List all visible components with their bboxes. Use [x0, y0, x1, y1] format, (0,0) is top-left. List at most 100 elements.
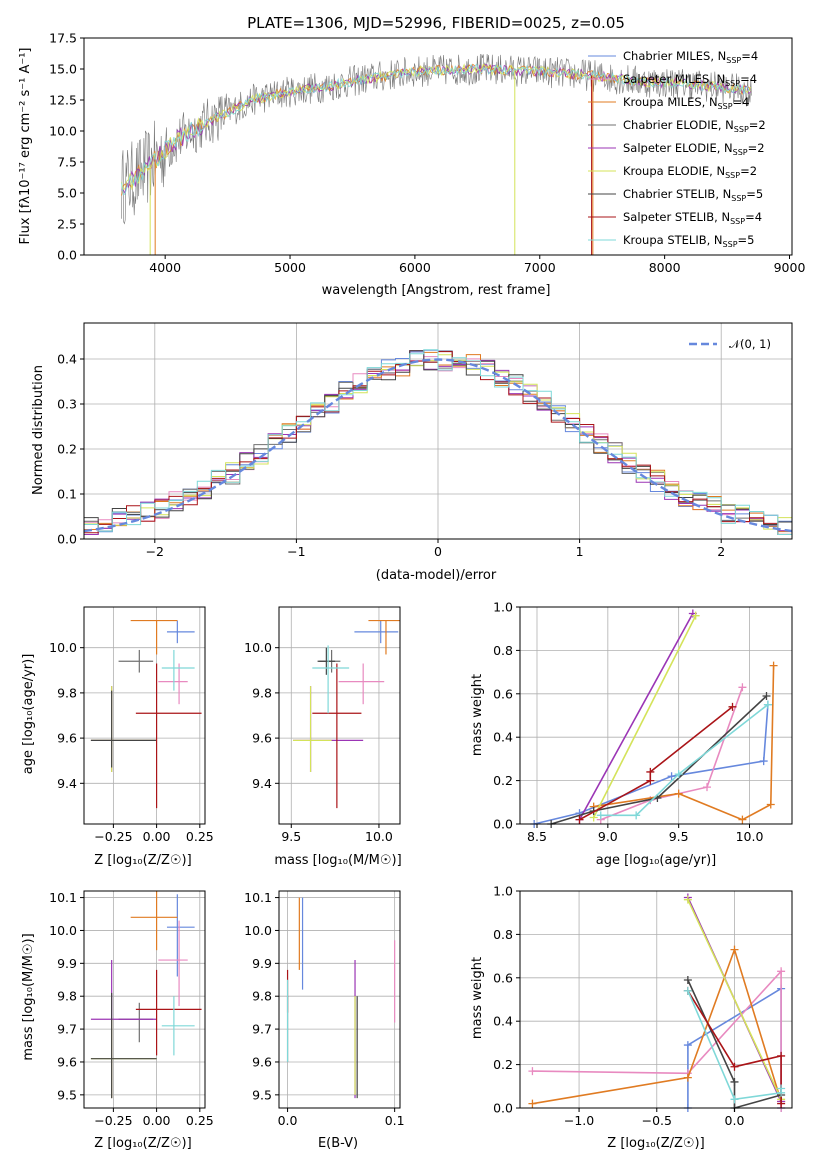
y-tick-label: 0.8	[493, 927, 513, 942]
x-tick-label: 10.0	[365, 829, 393, 844]
mass-vs-z-ylabel: mass [log₁₀(M/M☉)]	[21, 933, 36, 1060]
weight-marker-kroupa-miles	[769, 661, 778, 670]
weight-marker-kroupa-stelib	[763, 700, 772, 709]
age-vs-mass-panel: 9.5 10.0 9.4 9.6 9.8 10.0 mass [log₁₀(M/M☉)]	[244, 606, 402, 868]
y-tick-label: 15.0	[49, 62, 77, 77]
weight-marker-kroupa-miles	[528, 1099, 537, 1108]
x-tick-label: 0.0	[725, 1113, 745, 1128]
age-vs-z-ylabel: age [log₁₀(age/yr)]	[21, 654, 36, 775]
axes-frame	[278, 890, 401, 1109]
axes-frame	[83, 606, 206, 825]
y-tick-label: 9.4	[57, 776, 77, 791]
weight-marker-kroupa-stelib	[632, 811, 641, 820]
weight-line-salpeter-miles	[532, 969, 782, 1108]
age-vs-mass-plot-area	[293, 619, 400, 809]
weight-marker-salpeter-stelib	[646, 767, 655, 776]
y-tick-label: 9.6	[57, 1054, 77, 1069]
x-tick-label: 6000	[399, 260, 431, 275]
weight-marker-salpeter-stelib	[730, 1062, 739, 1071]
y-tick-label: 0.6	[493, 970, 513, 985]
weight-marker-kroupa-miles	[738, 815, 747, 824]
x-tick-label: 2	[717, 544, 725, 559]
x-tick-label: 4000	[149, 260, 181, 275]
x-tick-label: 5000	[274, 260, 306, 275]
y-tick-label: 0.0	[57, 248, 77, 263]
weight-marker-chabrier-stelib	[683, 975, 692, 984]
weight-line-salpeter-elodie	[578, 613, 694, 821]
axes-frame	[83, 890, 206, 1109]
y-tick-label: 9.6	[57, 731, 77, 746]
spectrum-ylabel: Flux [fλ10⁻¹⁷ erg cm⁻² s⁻¹ A⁻¹]	[18, 48, 33, 245]
weight-marker-kroupa-elodie	[683, 895, 692, 904]
x-tick-label: 9.5	[281, 829, 301, 844]
weight-marker-salpeter-stelib	[777, 1099, 786, 1108]
y-tick-label: 9.8	[252, 989, 272, 1004]
weight-line-kroupa-miles	[532, 947, 782, 1105]
y-tick-label: 0.2	[57, 442, 77, 457]
axes-frame	[519, 890, 793, 1109]
y-tick-label: 0.8	[493, 643, 513, 658]
y-tick-label: 10.1	[244, 890, 272, 905]
y-tick-label: 9.6	[252, 1054, 272, 1069]
weight-line-kroupa-elodie	[687, 899, 782, 1100]
spectrum-plot-area	[121, 53, 752, 255]
mass-vs-ebv-panel: 0.0 0.1 9.5 9.6 9.7 9.8 9.9 10.0 10.1 E(B-V)	[244, 890, 404, 1151]
residual-panel: −2 −1 0 1 2 0.0 0.1 0.2 0.3 0.4 𝒩(0, 1) (data-mode…	[31, 322, 793, 583]
weight-marker-salpeter-stelib	[575, 815, 584, 824]
x-tick-label: 0.00	[143, 1113, 171, 1128]
spectrum-panel: 4000 5000 6000 7000 8000 9000 0.0 2.5 5.0 7.5 10.0…	[18, 14, 805, 298]
weight-marker-salpeter-miles	[738, 683, 747, 692]
x-tick-label: −1	[287, 544, 305, 559]
weight-marker-kroupa-stelib	[596, 811, 605, 820]
y-tick-label: 9.5	[252, 1087, 272, 1102]
weight-vs-age-xlabel: age [log₁₀(age/yr)]	[596, 853, 717, 868]
x-tick-label: 0.0	[278, 1113, 298, 1128]
model-spectrum-kroupa-elodie	[121, 63, 752, 190]
y-tick-label: 9.8	[252, 685, 272, 700]
x-tick-label: 0	[434, 544, 442, 559]
legend-label: Kroupa ELODIE, NSSP=2	[623, 164, 757, 180]
y-tick-label: 0.1	[57, 487, 77, 502]
y-tick-label: 9.5	[57, 1087, 77, 1102]
weight-marker-salpeter-stelib	[646, 776, 655, 785]
mass-vs-ebv-xlabel: E(B-V)	[318, 1136, 358, 1151]
weight-marker-kroupa-miles	[683, 1073, 692, 1082]
y-tick-label: 0.2	[493, 1057, 513, 1072]
y-tick-label: 9.6	[252, 731, 272, 746]
y-tick-label: 12.5	[49, 93, 77, 108]
weight-marker-chabrier-stelib	[730, 1077, 739, 1086]
weight-marker-kroupa-miles	[674, 789, 683, 798]
weight-line-salpeter-stelib	[579, 706, 733, 821]
weight-marker-salpeter-miles	[528, 1067, 537, 1076]
weight-vs-z-ylabel: mass weight	[470, 957, 485, 1039]
x-tick-label: 0.25	[186, 1113, 214, 1128]
normal-distribution-curve	[84, 358, 792, 533]
weight-marker-kroupa-miles	[730, 945, 739, 954]
spectrum-title: PLATE=1306, MJD=52996, FIBERID=0025, z=0…	[247, 14, 625, 32]
legend-label: Salpeter ELODIE, NSSP=2	[623, 141, 765, 157]
x-tick-label: 0.00	[143, 829, 171, 844]
x-tick-label: −1.0	[564, 1113, 594, 1128]
y-tick-label: 0.0	[493, 817, 513, 832]
weight-marker-salpeter-miles	[703, 783, 711, 792]
x-tick-label: 8.5	[527, 829, 547, 844]
legend-label: 𝒩(0, 1)	[729, 337, 771, 351]
x-tick-label: −0.25	[94, 829, 132, 844]
y-tick-label: 10.0	[244, 640, 272, 655]
y-tick-label: 7.5	[57, 155, 77, 170]
weight-marker-kroupa-stelib	[683, 986, 692, 995]
weight-vs-z-panel: −1.0 −0.5 0.0 0.0 0.2 0.4 0.6 0.8 1.0 Z [log₁₀(Z…	[470, 884, 793, 1151]
y-tick-label: 9.9	[252, 956, 272, 971]
legend-label: Chabrier ELODIE, NSSP=2	[623, 118, 766, 134]
x-tick-label: −2	[146, 544, 164, 559]
age-vs-z-plot-area	[90, 619, 202, 809]
y-tick-label: 0.4	[57, 352, 77, 367]
y-tick-label: 9.9	[57, 956, 77, 971]
weight-marker-salpeter-stelib	[728, 702, 737, 711]
y-tick-label: 0.2	[493, 773, 513, 788]
weight-marker-chabrier-miles	[683, 1041, 692, 1050]
y-tick-label: 10.0	[49, 923, 77, 938]
x-tick-label: 1	[576, 544, 584, 559]
weight-vs-z-xlabel: Z [log₁₀(Z/Z☉)]	[607, 1136, 704, 1151]
